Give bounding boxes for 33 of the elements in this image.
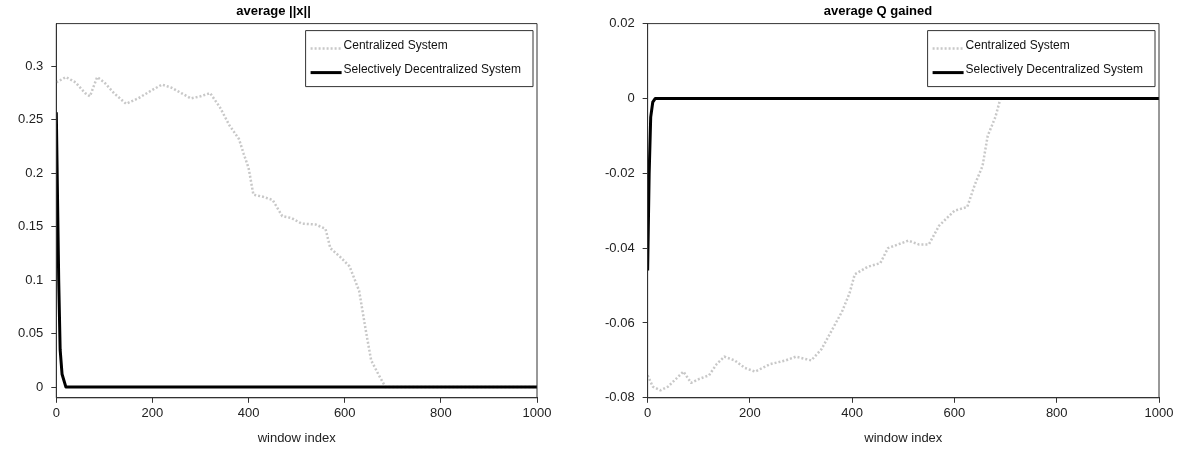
y-tick-label: -0.04 [604, 239, 635, 255]
y-tick-label: -0.06 [604, 314, 635, 330]
x-axis-title: window index [863, 429, 943, 445]
x-tick-label: 800 [1045, 405, 1068, 421]
y-tick-label: 0.05 [17, 325, 44, 341]
y-tick-label: 0 [36, 378, 44, 394]
y-tick-label: 0.2 [25, 164, 44, 180]
y-tick-label: 0.15 [17, 218, 44, 234]
x-tick-label: 400 [841, 405, 864, 421]
y-tick-label: 0 [627, 90, 635, 106]
y-tick-label: -0.08 [604, 389, 635, 405]
legend-label: Selectively Decentralized System [965, 61, 1143, 76]
x-tick-label: 0 [644, 405, 652, 421]
x-tick-label: 1000 [522, 405, 552, 421]
chart-title: average ||x|| [236, 3, 311, 19]
x-tick-label: 600 [333, 405, 356, 421]
y-tick-label: 0.02 [609, 15, 635, 31]
x-axis-title: window index [256, 429, 337, 445]
y-tick-label: 0.3 [25, 57, 44, 73]
x-tick-label: 400 [237, 405, 260, 421]
x-tick-label: 1000 [1144, 405, 1174, 421]
legend-label: Centralized System [343, 37, 448, 52]
y-tick-label: -0.02 [604, 164, 635, 180]
y-tick-label: 0.25 [17, 111, 44, 127]
x-tick-label: 200 [739, 405, 761, 421]
legend-label: Centralized System [965, 37, 1070, 52]
x-tick-label: 0 [52, 405, 60, 421]
legend-label: Selectively Decentralized System [343, 61, 521, 76]
x-tick-label: 800 [430, 405, 452, 421]
x-tick-label: 200 [141, 405, 164, 421]
chart-title: average Q gained [823, 3, 933, 19]
x-tick-label: 600 [943, 405, 966, 421]
y-tick-label: 0.1 [25, 271, 44, 287]
